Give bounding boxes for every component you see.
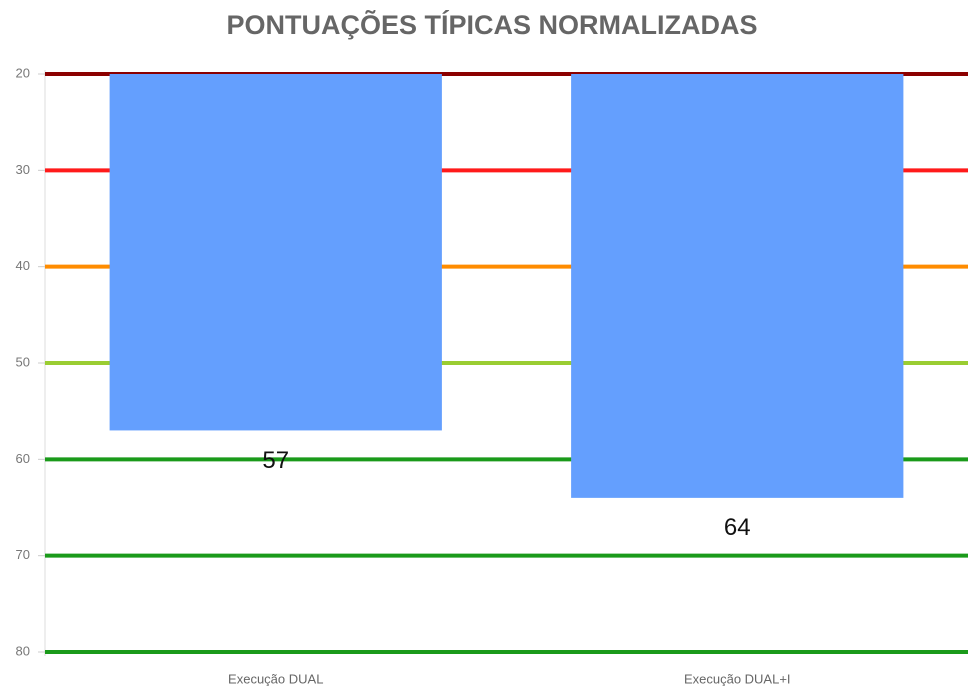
x-tick-label: Execução DUAL xyxy=(228,671,323,686)
y-tick-label: 70 xyxy=(16,547,30,562)
chart-title: PONTUAÇÕES TÍPICAS NORMALIZADAS xyxy=(226,9,757,40)
y-tick-label: 40 xyxy=(16,258,30,273)
y-tick-label: 60 xyxy=(16,451,30,466)
bar xyxy=(109,74,442,431)
x-tick-label: Execução DUAL+I xyxy=(684,671,791,686)
y-tick-label: 50 xyxy=(16,354,30,369)
bar xyxy=(571,74,904,498)
data-label: 64 xyxy=(724,514,751,541)
y-tick-label: 20 xyxy=(16,65,30,80)
data-label: 57 xyxy=(262,447,289,474)
y-tick-label: 30 xyxy=(16,162,30,177)
y-tick-label: 80 xyxy=(16,643,30,658)
